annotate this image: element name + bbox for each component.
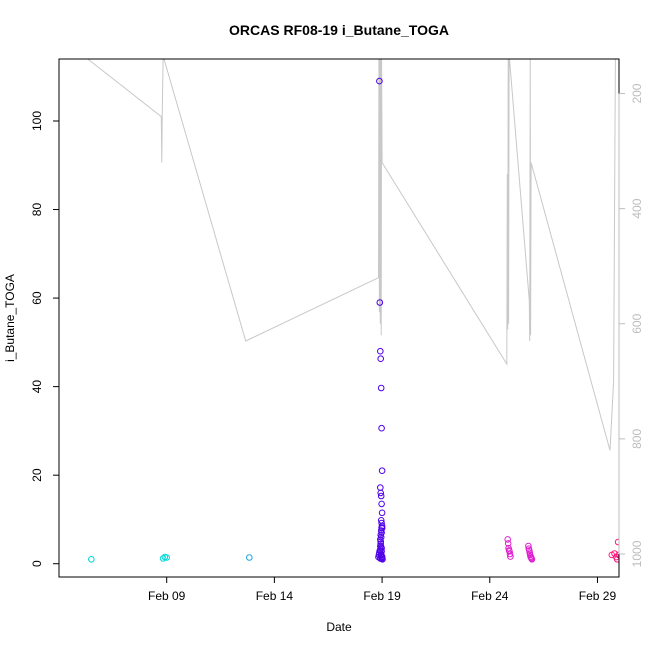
data-point <box>378 519 385 527</box>
data-point <box>614 538 619 546</box>
data-point <box>378 524 385 531</box>
data-point <box>376 299 384 306</box>
data-point <box>378 424 385 432</box>
x-tick-label: Feb 14 <box>256 589 294 603</box>
y-axis-left: 0 20 40 60 80 100 <box>30 111 60 567</box>
data-point <box>377 355 385 363</box>
data-point <box>378 509 386 517</box>
data-point <box>378 555 385 563</box>
data-point <box>613 556 619 563</box>
data-point <box>376 77 383 85</box>
data-point <box>377 492 385 500</box>
x-tick-label: Feb 19 <box>363 589 401 603</box>
data-point <box>377 347 384 355</box>
data-point <box>377 531 385 539</box>
x-axis: Feb 09 Feb 14 Feb 19 Feb 24 Feb 29 <box>148 576 617 603</box>
y2-tick-label: 800 <box>630 429 644 449</box>
data-point <box>611 550 618 557</box>
data-point <box>504 536 512 543</box>
data-point <box>159 555 167 562</box>
data-point <box>377 551 385 559</box>
y2-tick-label: 600 <box>630 313 644 333</box>
x-axis-label: Date <box>326 620 352 634</box>
y-tick-label: 80 <box>30 203 44 217</box>
data-point <box>377 536 384 543</box>
altitude-line <box>87 59 616 451</box>
data-point <box>377 547 384 554</box>
data-point <box>378 467 386 475</box>
data-point <box>377 484 384 491</box>
data-points-layer <box>88 77 619 563</box>
data-point <box>163 554 170 561</box>
data-point <box>246 554 253 561</box>
data-point <box>88 556 95 563</box>
data-point <box>377 543 385 551</box>
data-point <box>506 550 514 558</box>
chart-title: ORCAS RF08-19 i_Butane_TOGA <box>229 22 449 38</box>
data-point <box>504 540 512 547</box>
y2-tick-label: 200 <box>630 83 644 103</box>
y-axis-label: i_Butane_TOGA <box>3 274 17 362</box>
data-point <box>528 556 536 563</box>
y-tick-label: 20 <box>30 468 44 482</box>
y-tick-label: 0 <box>30 560 44 567</box>
y-tick-label: 100 <box>30 111 44 131</box>
data-point <box>378 500 385 508</box>
data-point <box>507 553 514 560</box>
y2-tick-label: 400 <box>630 198 644 218</box>
y-axis-right: 200 400 600 800 1000 <box>618 83 644 567</box>
plot-frame <box>58 58 620 578</box>
data-point <box>377 384 385 392</box>
y-tick-label: 40 <box>30 380 44 394</box>
y2-tick-label: 1000 <box>630 540 644 567</box>
x-tick-label: Feb 24 <box>471 589 509 603</box>
data-point <box>377 489 385 497</box>
data-point <box>377 527 385 534</box>
data-point <box>525 542 532 550</box>
y-tick-label: 60 <box>30 291 44 305</box>
data-point <box>377 540 385 548</box>
x-tick-label: Feb 29 <box>579 589 617 603</box>
altitude-line-layer <box>87 59 616 451</box>
x-tick-label: Feb 09 <box>148 589 186 603</box>
